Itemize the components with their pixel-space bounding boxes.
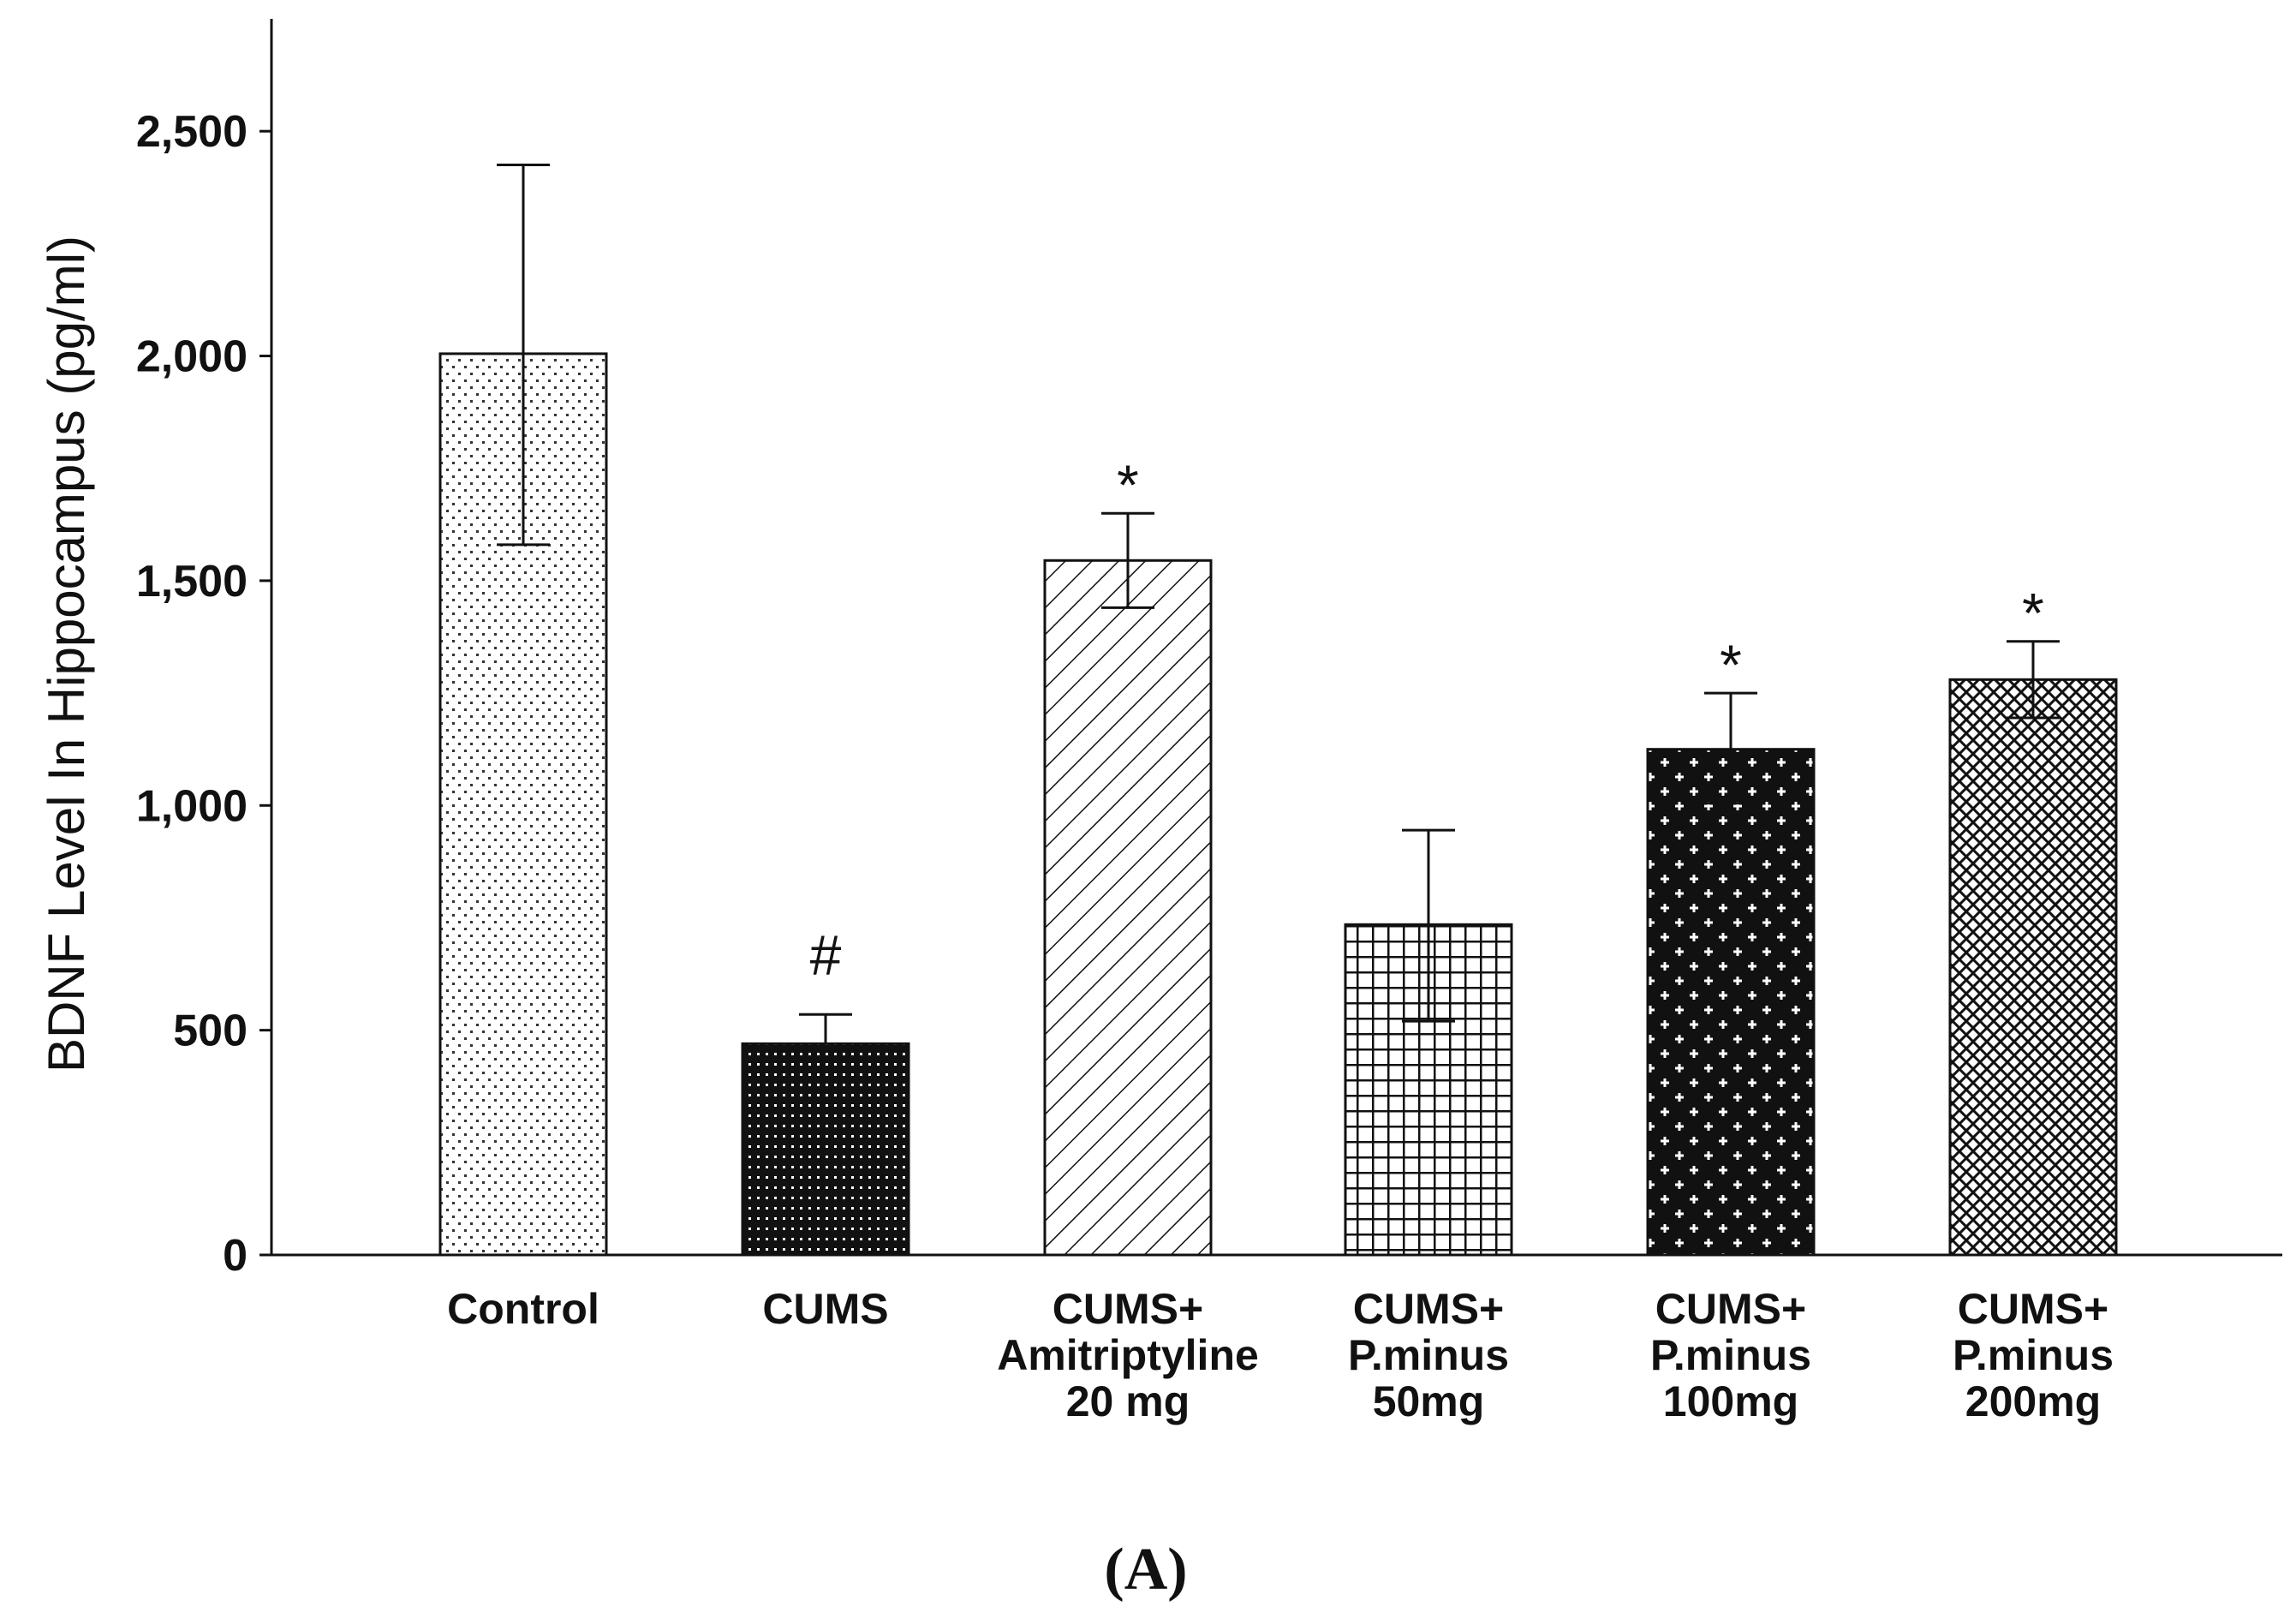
error-bars: [497, 164, 2060, 1044]
x-tick-label-line: 20 mg: [1066, 1377, 1190, 1425]
x-tick-label-line: 50mg: [1373, 1377, 1485, 1425]
x-tick-label-line: CUMS: [762, 1285, 888, 1333]
x-tick-label-line: 100mg: [1663, 1377, 1798, 1425]
bar: [741, 1042, 910, 1257]
x-tick-label-line: CUMS+: [1053, 1285, 1203, 1333]
significance-marker: *: [1720, 633, 1742, 696]
bar: [1043, 559, 1213, 1257]
x-tick-label-line: CUMS+: [1958, 1285, 2108, 1333]
bar: [1948, 678, 2118, 1257]
x-tick-label: CUMS: [762, 1285, 888, 1333]
y-tick-label: 500: [173, 1007, 247, 1056]
panel-label: (A): [1104, 1537, 1187, 1603]
y-tick-label: 1,000: [136, 781, 247, 831]
significance-marker: *: [1117, 453, 1139, 517]
y-tick-label: 0: [223, 1231, 247, 1281]
bar: [1646, 748, 1816, 1257]
bars: [438, 352, 2118, 1257]
labels: 0 500 1,000 1,500 2,000 2,500 BDNF Level In Hi…: [38, 107, 2114, 1603]
x-tick-label-line: P.minus: [1348, 1331, 1509, 1379]
x-tick-label: CUMS+ P.minus 100mg: [1650, 1285, 1811, 1425]
x-tick-label-line: P.minus: [1650, 1331, 1811, 1379]
y-tick-label: 1,500: [136, 557, 247, 606]
x-tick-label-line: Control: [447, 1285, 599, 1333]
x-tick-label: CUMS+ P.minus 200mg: [1953, 1285, 2114, 1425]
y-tick-label: 2,000: [136, 332, 247, 382]
x-tick-label-line: 200mg: [1965, 1377, 2101, 1425]
x-tick-label-line: P.minus: [1953, 1331, 2114, 1379]
y-tick-label: 2,500: [136, 107, 247, 157]
y-axis-label: BDNF Level In Hippocampus (pg/ml): [38, 236, 95, 1072]
x-tick-label-line: CUMS+: [1353, 1285, 1504, 1333]
significance-marker: *: [2022, 582, 2044, 645]
x-tick-label: CUMS+ P.minus 50mg: [1348, 1285, 1509, 1425]
x-tick-label-line: Amitriptyline: [997, 1331, 1259, 1379]
x-tick-label-line: CUMS+: [1655, 1285, 1806, 1333]
significance-marker: #: [810, 923, 842, 986]
x-tick-label: Control: [447, 1285, 599, 1333]
x-tick-label: CUMS+ Amitriptyline 20 mg: [997, 1285, 1259, 1425]
